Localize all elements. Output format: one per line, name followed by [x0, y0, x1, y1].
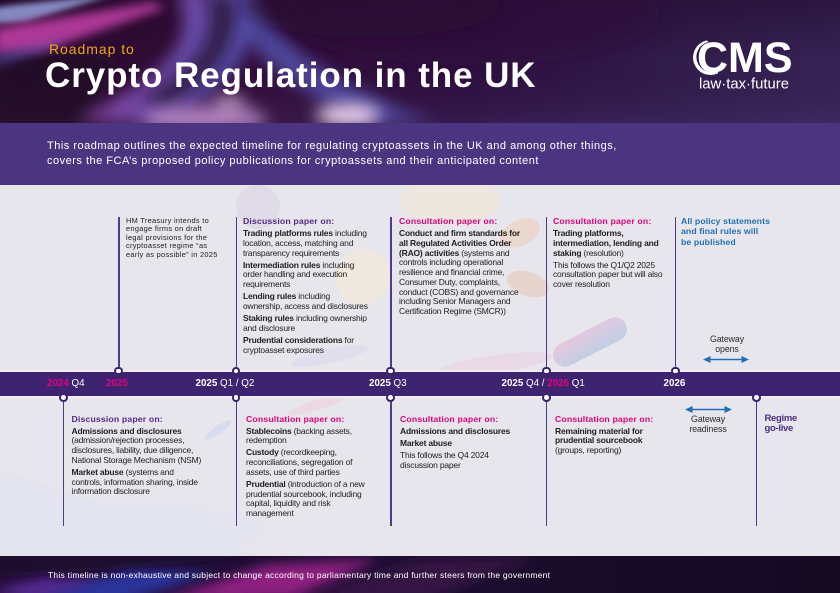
svg-text:law·tax·future: law·tax·future: [699, 76, 789, 93]
